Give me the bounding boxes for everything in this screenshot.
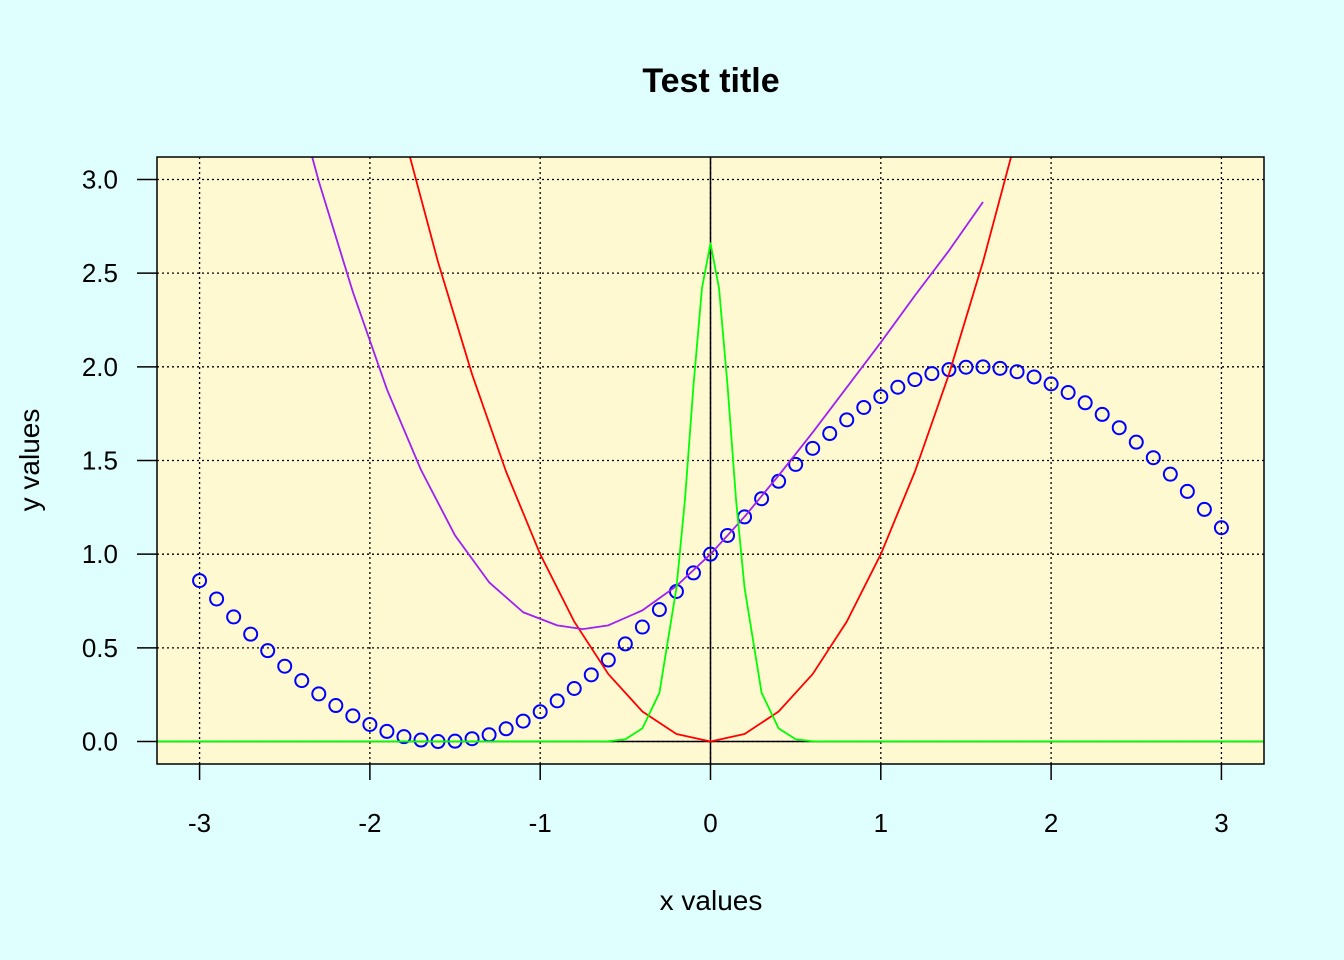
- data-point: [396, 729, 412, 745]
- y-tick-label: 0.0: [82, 727, 118, 757]
- data-point: [192, 573, 208, 589]
- data-point: [311, 686, 327, 702]
- x-axis: -3 -2 -1 0 1 2 3: [188, 764, 1229, 838]
- data-point: [566, 680, 582, 696]
- data-point: [549, 693, 565, 709]
- data-point: [1162, 466, 1178, 482]
- data-point: [907, 372, 923, 388]
- data-point: [958, 359, 974, 375]
- data-point: [890, 379, 906, 395]
- data-point: [856, 399, 872, 415]
- x-tick-label: 3: [1214, 808, 1228, 838]
- data-point: [260, 643, 276, 659]
- data-point: [226, 609, 242, 625]
- x-tick-label: -2: [358, 808, 381, 838]
- y-tick-label: 1.5: [82, 446, 118, 476]
- data-point: [805, 440, 821, 456]
- y-tick-label: 3.0: [82, 164, 118, 194]
- data-point: [294, 673, 310, 689]
- y-axis-label: y values: [14, 409, 45, 512]
- y-tick-label: 1.0: [82, 539, 118, 569]
- data-point: [924, 366, 940, 382]
- data-point: [209, 591, 225, 607]
- x-tick-label: -1: [529, 808, 552, 838]
- data-point: [1145, 450, 1161, 466]
- data-point: [720, 527, 736, 543]
- data-point: [1026, 369, 1042, 385]
- data-point: [1077, 395, 1093, 411]
- series-0-points: [192, 359, 1229, 750]
- data-point: [634, 619, 650, 635]
- data-point: [822, 426, 838, 442]
- data-point: [1094, 406, 1110, 422]
- x-tick-label: 2: [1044, 808, 1058, 838]
- data-point: [277, 658, 293, 674]
- data-point: [1196, 501, 1212, 517]
- series-3-line: [157, 242, 1264, 743]
- data-point: [992, 360, 1008, 376]
- y-tick-label: 2.0: [82, 352, 118, 382]
- chart-title: Test title: [642, 62, 779, 100]
- data-point: [839, 412, 855, 428]
- data-point: [1009, 364, 1025, 380]
- data-point: [498, 721, 514, 737]
- data-point: [379, 723, 395, 739]
- data-point: [788, 456, 804, 472]
- data-point: [617, 636, 633, 652]
- data-point: [515, 713, 531, 729]
- data-point: [754, 491, 770, 507]
- data-point: [328, 698, 344, 714]
- data-point: [1111, 420, 1127, 436]
- x-tick-label: 1: [874, 808, 888, 838]
- x-axis-label: x values: [660, 885, 763, 916]
- y-axis: 0.0 0.5 1.0 1.5 2.0 2.5 3.0: [82, 164, 157, 757]
- data-point: [1043, 376, 1059, 392]
- data-point: [685, 565, 701, 581]
- data-point: [243, 626, 259, 642]
- data-point: [1179, 483, 1195, 499]
- data-point: [703, 546, 718, 562]
- data-point: [1128, 434, 1144, 450]
- series-1-line: [409, 157, 1012, 743]
- x-tick-label: 0: [703, 808, 717, 838]
- data-point: [413, 732, 429, 748]
- y-tick-label: 0.5: [82, 633, 118, 663]
- data-point: [600, 652, 616, 668]
- data-point: [464, 731, 480, 747]
- x-tick-label: -3: [188, 808, 211, 838]
- data-point: [583, 667, 599, 683]
- data-point: [362, 716, 378, 732]
- data-point: [532, 704, 548, 720]
- data-point: [975, 359, 991, 375]
- data-point: [1060, 384, 1076, 400]
- data-point: [651, 602, 667, 618]
- data-point: [345, 708, 361, 724]
- y-tick-label: 2.5: [82, 258, 118, 288]
- series-layer: [157, 157, 1264, 750]
- series-2-line: [311, 157, 984, 631]
- data-point: [873, 389, 889, 405]
- data-point: [1213, 520, 1229, 536]
